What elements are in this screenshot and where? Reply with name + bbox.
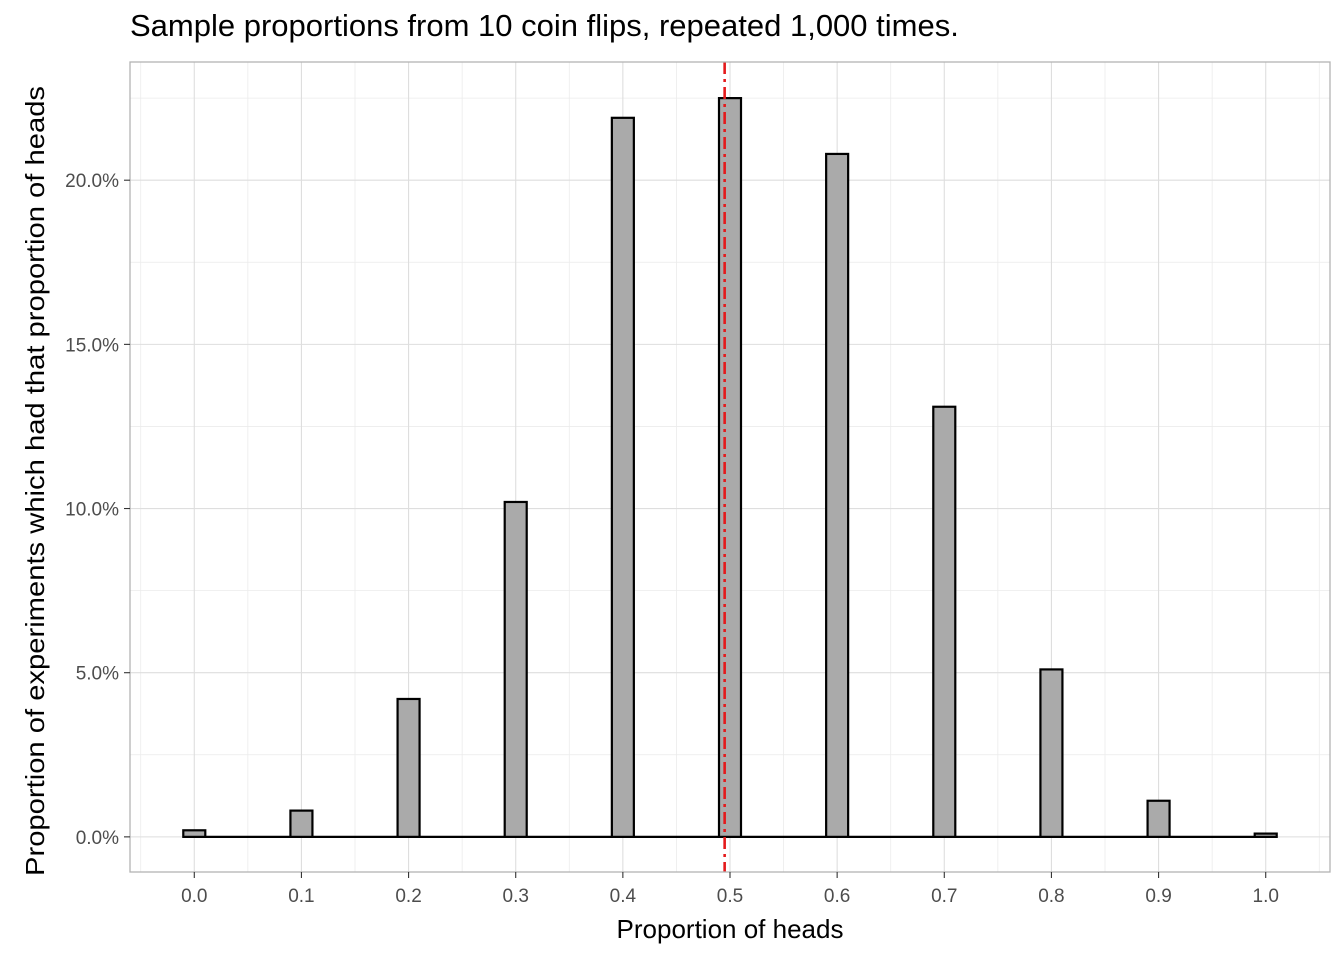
histogram-bar [825, 152, 850, 838]
x-tick-label: 0.3 [503, 886, 529, 907]
y-tick-label: 15.0% [65, 335, 119, 356]
histogram-bar [1146, 799, 1171, 838]
x-tick-label: 0.1 [288, 886, 314, 907]
y-tick-label: 5.0% [76, 664, 119, 685]
histogram-bar [182, 829, 207, 838]
x-axis-label: Proportion of heads [617, 914, 844, 944]
histogram-bar [1039, 668, 1064, 838]
x-tick-label: 0.0 [181, 886, 207, 907]
x-tick-label: 0.4 [610, 886, 637, 907]
y-axis-ticks: 0.0% 5.0% 10.0% 15.0% 20.0% [65, 171, 130, 849]
x-tick-label: 0.6 [824, 886, 850, 907]
x-axis-ticks: 0.0 0.1 0.2 0.3 0.4 0.5 0.6 0.7 0.8 0.9 1.0 [181, 872, 1279, 907]
y-axis-label: Proportion of experiments which had that… [20, 86, 50, 876]
chart-title: Sample proportions from 10 coin flips, r… [130, 8, 959, 43]
histogram-bar [610, 116, 635, 838]
y-tick-label: 0.0% [76, 828, 119, 849]
histogram-bar [1253, 832, 1278, 838]
y-tick-label: 10.0% [65, 500, 119, 521]
histogram-bar [932, 405, 957, 838]
histogram-bar [717, 97, 743, 838]
x-tick-label: 0.9 [1145, 886, 1171, 907]
x-tick-label: 0.8 [1038, 886, 1064, 907]
histogram-bar [503, 500, 528, 838]
x-tick-label: 0.7 [931, 886, 957, 907]
y-tick-label: 20.0% [65, 171, 119, 192]
histogram-bars [182, 97, 1278, 838]
x-tick-label: 0.5 [717, 886, 743, 907]
x-tick-label: 1.0 [1253, 886, 1279, 907]
histogram-bar [396, 697, 421, 838]
histogram-bar [289, 809, 314, 838]
x-tick-label: 0.2 [395, 886, 421, 907]
